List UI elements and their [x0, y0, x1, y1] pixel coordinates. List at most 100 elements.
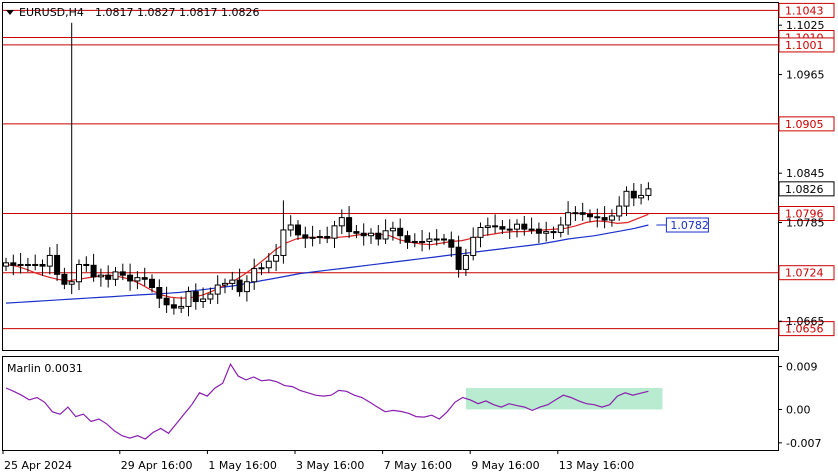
candle-bear: [499, 226, 506, 230]
candle-bear: [404, 235, 411, 243]
candle-bull: [309, 236, 316, 239]
time-tick-label: 7 May 16:00: [384, 459, 452, 472]
candle-bear: [163, 297, 170, 306]
candle-bull: [287, 224, 294, 231]
candle-bear: [141, 277, 148, 280]
candle-bull: [214, 284, 221, 295]
candle-bear: [360, 232, 367, 237]
candle-bear: [587, 213, 593, 218]
level-label: 1.0724: [785, 267, 824, 280]
oscillator-panel-frame: [2, 356, 779, 451]
time-tick-label: 1 May 16:00: [208, 459, 276, 472]
symbol-dropdown-icon[interactable]: [6, 10, 14, 15]
time-tick-label: 13 May 16:00: [559, 459, 634, 472]
candle-bull: [222, 282, 228, 286]
candle-bear: [630, 190, 637, 199]
candle-bull: [97, 274, 104, 278]
candle-bear: [156, 287, 163, 299]
candle-bull: [557, 224, 564, 233]
candle-bear: [170, 304, 177, 309]
candle-bull: [528, 228, 535, 231]
candle-bull: [565, 212, 572, 226]
candle-bull: [477, 226, 484, 238]
candle-bull: [419, 240, 426, 243]
level-label: 1.0656: [785, 323, 824, 336]
candle-bull: [368, 232, 374, 237]
candle-bull: [608, 215, 615, 221]
candle-bull: [543, 231, 550, 234]
candle-bull: [506, 228, 513, 231]
candle-bull: [32, 263, 39, 266]
candle-bear: [54, 254, 61, 275]
price-tick-label: 1.0965: [786, 69, 825, 82]
level-label-box: [778, 116, 835, 132]
osc-tick-label: 0.009: [786, 361, 818, 374]
ma-slow-line: [5, 224, 649, 304]
level-label: 1.0796: [785, 208, 824, 221]
oscillator-highlight-zone: [465, 388, 663, 410]
candle-bear: [550, 231, 557, 234]
candle-bear: [441, 238, 447, 241]
candle-bull: [207, 293, 214, 300]
candle-bull: [426, 238, 433, 242]
ma-label-box: [665, 217, 709, 233]
level-label-box: [778, 2, 835, 18]
symbol-title: EURUSD,H4: [19, 6, 84, 19]
candle-bull: [178, 305, 185, 309]
candle-bull: [331, 225, 338, 239]
level-label: 1.1001: [785, 39, 824, 52]
candle-bear: [149, 278, 155, 289]
candle-bull: [46, 254, 53, 267]
candle-bull: [572, 212, 579, 215]
price-tick-label: 1.1025: [786, 19, 825, 32]
time-tick-label: 3 May 16:00: [296, 459, 364, 472]
candle-bear: [192, 291, 199, 302]
current-price-box: [778, 181, 835, 197]
candle-bull: [382, 230, 389, 240]
osc-tick-label: 0.00: [786, 403, 811, 416]
candle-bull: [389, 227, 396, 232]
candle-bear: [39, 263, 46, 267]
price-tick-label: 1.0665: [786, 315, 825, 328]
candle-bear: [324, 236, 331, 239]
oscillator-title: Marlin 0.0031: [7, 362, 83, 375]
candle-bull: [433, 238, 440, 241]
candle-bull: [638, 194, 645, 199]
ma-label: 1.0782: [670, 219, 709, 232]
candle-bear: [397, 227, 404, 237]
candle-bear: [119, 271, 126, 276]
candle-bear: [492, 225, 499, 228]
candle-bear: [594, 216, 601, 219]
candle-bear: [90, 264, 97, 278]
candle-bear: [295, 224, 301, 236]
candle-bull: [514, 223, 520, 230]
candle-bear: [302, 234, 309, 239]
level-label-box: [778, 37, 835, 53]
ohlc-readout: 1.0817 1.0827 1.0817 1.0826: [95, 6, 259, 19]
candle-bull: [484, 225, 491, 228]
candle-bull: [616, 205, 623, 217]
candle-bear: [61, 273, 68, 285]
candle-bear: [127, 274, 134, 282]
candle-bear: [455, 246, 462, 270]
osc-tick-label: -0.007: [786, 437, 821, 450]
time-tick-label: 25 Apr 2024: [4, 459, 72, 472]
oscillator-line: [5, 362, 649, 440]
candle-bull: [76, 263, 82, 283]
time-tick-label: 9 May 16:00: [471, 459, 539, 472]
candle-bear: [346, 217, 353, 233]
candle-bear: [521, 223, 528, 230]
candle-bull: [68, 281, 75, 285]
candle-bull: [112, 271, 119, 280]
candle-bull: [273, 254, 280, 262]
candle-bull: [280, 229, 287, 256]
candle-bear: [24, 263, 31, 266]
price-panel-frame: [2, 2, 779, 351]
candle-bear: [448, 239, 455, 248]
candle-bull: [645, 188, 652, 196]
candle-bear: [579, 212, 586, 215]
candle-bull: [17, 263, 24, 266]
candle-bull: [134, 277, 141, 282]
candle-bear: [83, 263, 90, 266]
level-label-box: [778, 265, 835, 281]
